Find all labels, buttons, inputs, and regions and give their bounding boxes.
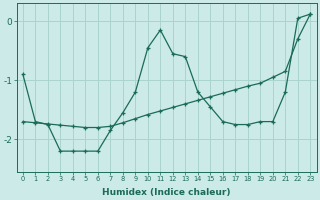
X-axis label: Humidex (Indice chaleur): Humidex (Indice chaleur)	[102, 188, 231, 197]
